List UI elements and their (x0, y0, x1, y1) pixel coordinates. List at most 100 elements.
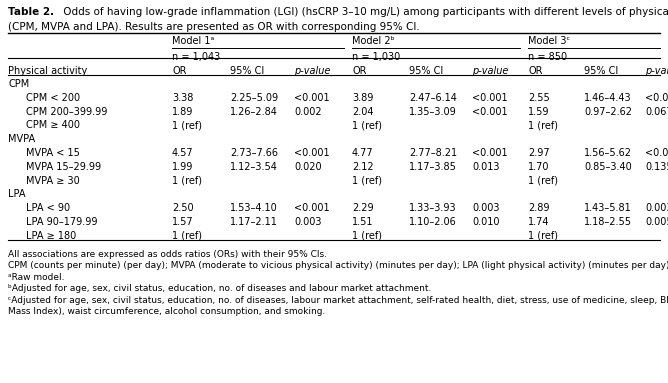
Text: 1 (ref): 1 (ref) (172, 120, 202, 130)
Text: Model 2ᵇ: Model 2ᵇ (352, 36, 395, 46)
Text: 1.59: 1.59 (528, 106, 550, 116)
Text: Model 1ᵃ: Model 1ᵃ (172, 36, 214, 46)
Text: <0.001: <0.001 (294, 148, 329, 158)
Text: n = 1,030: n = 1,030 (352, 52, 400, 62)
Text: 1.46–4.43: 1.46–4.43 (584, 93, 632, 103)
Text: 1.57: 1.57 (172, 217, 194, 227)
Text: 0.003: 0.003 (294, 217, 321, 227)
Text: 2.12: 2.12 (352, 162, 373, 172)
Text: 2.89: 2.89 (528, 203, 550, 213)
Text: 95% CI: 95% CI (230, 67, 265, 77)
Text: 95% CI: 95% CI (409, 67, 444, 77)
Text: 0.067: 0.067 (645, 106, 668, 116)
Text: CPM < 200: CPM < 200 (26, 93, 80, 103)
Text: 2.04: 2.04 (352, 106, 373, 116)
Text: 2.55: 2.55 (528, 93, 550, 103)
Text: 0.002: 0.002 (294, 106, 321, 116)
Text: <0.001: <0.001 (472, 148, 508, 158)
Text: (CPM, MVPA and LPA). Results are presented as OR with corresponding 95% CI.: (CPM, MVPA and LPA). Results are present… (8, 23, 420, 33)
Text: n = 850: n = 850 (528, 52, 567, 62)
Text: 0.85–3.40: 0.85–3.40 (584, 162, 632, 172)
Text: p-value: p-value (645, 67, 668, 77)
Text: 1.12–3.54: 1.12–3.54 (230, 162, 278, 172)
Text: 1 (ref): 1 (ref) (528, 120, 558, 130)
Text: 2.47–6.14: 2.47–6.14 (409, 93, 457, 103)
Text: CPM ≥ 400: CPM ≥ 400 (26, 120, 80, 130)
Text: 0.97–2.62: 0.97–2.62 (584, 106, 632, 116)
Text: 3.89: 3.89 (352, 93, 373, 103)
Text: 2.29: 2.29 (352, 203, 373, 213)
Text: 1.53–4.10: 1.53–4.10 (230, 203, 278, 213)
Text: 0.135: 0.135 (645, 162, 668, 172)
Text: 1 (ref): 1 (ref) (528, 175, 558, 186)
Text: 1.43–5.81: 1.43–5.81 (584, 203, 632, 213)
Text: 0.010: 0.010 (472, 217, 500, 227)
Text: p-value: p-value (294, 67, 331, 77)
Text: CPM: CPM (8, 79, 29, 89)
Text: ᶜAdjusted for age, sex, civil status, education, no. of diseases, labour market : ᶜAdjusted for age, sex, civil status, ed… (8, 296, 668, 305)
Text: All associations are expressed as odds ratios (ORs) with their 95% CIs.: All associations are expressed as odds r… (8, 250, 327, 259)
Text: 2.97: 2.97 (528, 148, 550, 158)
Text: MVPA ≥ 30: MVPA ≥ 30 (26, 175, 79, 186)
Text: 1.70: 1.70 (528, 162, 550, 172)
Text: LPA: LPA (8, 190, 25, 200)
Text: LPA < 90: LPA < 90 (26, 203, 70, 213)
Text: ᵃRaw model.: ᵃRaw model. (8, 273, 65, 282)
Text: 0.003: 0.003 (472, 203, 500, 213)
Text: 1 (ref): 1 (ref) (352, 231, 382, 241)
Text: 1.74: 1.74 (528, 217, 550, 227)
Text: 1.89: 1.89 (172, 106, 193, 116)
Text: Table 2.: Table 2. (8, 7, 54, 17)
Text: LPA ≥ 180: LPA ≥ 180 (26, 231, 76, 241)
Text: 0.003: 0.003 (645, 203, 668, 213)
Text: <0.001: <0.001 (472, 93, 508, 103)
Text: 1.99: 1.99 (172, 162, 193, 172)
Text: 1.17–3.85: 1.17–3.85 (409, 162, 457, 172)
Text: OR: OR (352, 67, 367, 77)
Text: 4.57: 4.57 (172, 148, 194, 158)
Text: 1.26–2.84: 1.26–2.84 (230, 106, 278, 116)
Text: 1.51: 1.51 (352, 217, 373, 227)
Text: Odds of having low-grade inflammation (LGI) (hsCRP 3–10 mg/L) among participants: Odds of having low-grade inflammation (L… (60, 7, 668, 17)
Text: p-value: p-value (472, 67, 508, 77)
Text: 1.35–3.09: 1.35–3.09 (409, 106, 457, 116)
Text: Mass Index), waist circumference, alcohol consumption, and smoking.: Mass Index), waist circumference, alcoho… (8, 307, 325, 316)
Text: 3.38: 3.38 (172, 93, 193, 103)
Text: OR: OR (528, 67, 542, 77)
Text: 0.020: 0.020 (294, 162, 321, 172)
Text: 2.25–5.09: 2.25–5.09 (230, 93, 278, 103)
Text: LPA 90–179.99: LPA 90–179.99 (26, 217, 98, 227)
Text: <0.001: <0.001 (645, 148, 668, 158)
Text: 1.18–2.55: 1.18–2.55 (584, 217, 632, 227)
Text: 1.17–2.11: 1.17–2.11 (230, 217, 278, 227)
Text: 4.77: 4.77 (352, 148, 373, 158)
Text: Physical activity: Physical activity (8, 67, 88, 77)
Text: <0.001: <0.001 (645, 93, 668, 103)
Text: 1.10–2.06: 1.10–2.06 (409, 217, 457, 227)
Text: 95% CI: 95% CI (584, 67, 619, 77)
Text: 1.56–5.62: 1.56–5.62 (584, 148, 632, 158)
Text: 1 (ref): 1 (ref) (172, 175, 202, 186)
Text: CPM 200–399.99: CPM 200–399.99 (26, 106, 108, 116)
Text: MVPA < 15: MVPA < 15 (26, 148, 80, 158)
Text: 2.77–8.21: 2.77–8.21 (409, 148, 457, 158)
Text: <0.001: <0.001 (472, 106, 508, 116)
Text: 2.73–7.66: 2.73–7.66 (230, 148, 278, 158)
Text: 1.33–3.93: 1.33–3.93 (409, 203, 457, 213)
Text: <0.001: <0.001 (294, 203, 329, 213)
Text: CPM (counts per minute) (per day); MVPA (moderate to vicious physical activity) : CPM (counts per minute) (per day); MVPA … (8, 261, 668, 270)
Text: ᵇAdjusted for age, sex, civil status, education, no. of diseases and labour mark: ᵇAdjusted for age, sex, civil status, ed… (8, 284, 432, 293)
Text: n = 1,043: n = 1,043 (172, 52, 220, 62)
Text: 0.005: 0.005 (645, 217, 668, 227)
Text: MVPA 15–29.99: MVPA 15–29.99 (26, 162, 101, 172)
Text: 1 (ref): 1 (ref) (352, 175, 382, 186)
Text: <0.001: <0.001 (294, 93, 329, 103)
Text: 2.50: 2.50 (172, 203, 194, 213)
Text: OR: OR (172, 67, 186, 77)
Text: Model 3ᶜ: Model 3ᶜ (528, 36, 570, 46)
Text: 0.013: 0.013 (472, 162, 500, 172)
Text: 1 (ref): 1 (ref) (352, 120, 382, 130)
Text: 1 (ref): 1 (ref) (528, 231, 558, 241)
Text: 1 (ref): 1 (ref) (172, 231, 202, 241)
Text: MVPA: MVPA (8, 134, 35, 144)
